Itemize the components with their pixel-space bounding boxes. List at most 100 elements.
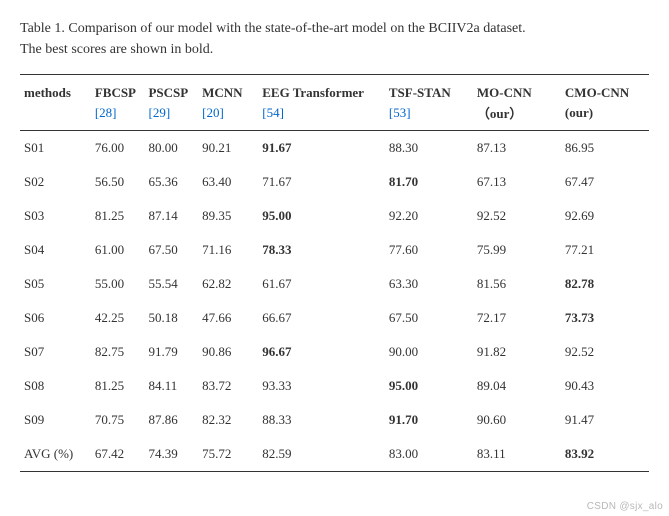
col-pscsp: PSCSP xyxy=(144,75,198,104)
cell: 92.52 xyxy=(473,199,561,233)
row-label: S01 xyxy=(20,131,91,166)
header-row: methods FBCSP PSCSP MCNN EEG Transformer… xyxy=(20,75,649,104)
cell: 65.36 xyxy=(144,165,198,199)
cell: 75.99 xyxy=(473,233,561,267)
cell: 71.16 xyxy=(198,233,258,267)
cell: 86.95 xyxy=(561,131,649,166)
cell: 81.25 xyxy=(91,369,145,403)
cell: 77.21 xyxy=(561,233,649,267)
cell: 81.25 xyxy=(91,199,145,233)
ref-mcnn[interactable]: [20] xyxy=(202,105,224,120)
table-row: S0256.5065.3663.4071.6781.7067.1367.47 xyxy=(20,165,649,199)
caption-line1: Comparison of our model with the state-o… xyxy=(68,21,525,36)
cell: 92.69 xyxy=(561,199,649,233)
table-row: S0881.2584.1183.7293.3395.0089.0490.43 xyxy=(20,369,649,403)
cell: 74.39 xyxy=(144,437,198,472)
row-label: AVG (%) xyxy=(20,437,91,472)
ref-empty xyxy=(20,103,91,131)
cell: 72.17 xyxy=(473,301,561,335)
cell: 67.42 xyxy=(91,437,145,472)
cell: 91.82 xyxy=(473,335,561,369)
cell: 77.60 xyxy=(385,233,473,267)
cell: 89.04 xyxy=(473,369,561,403)
cell: 91.67 xyxy=(258,131,385,166)
cell: 82.59 xyxy=(258,437,385,472)
cell: 80.00 xyxy=(144,131,198,166)
ref-cmocnn: (our) xyxy=(565,105,593,120)
cell: 73.73 xyxy=(561,301,649,335)
cell: 67.47 xyxy=(561,165,649,199)
cell: 78.33 xyxy=(258,233,385,267)
col-mcnn: MCNN xyxy=(198,75,258,104)
row-label: S03 xyxy=(20,199,91,233)
results-table: methods FBCSP PSCSP MCNN EEG Transformer… xyxy=(20,74,649,472)
cell: 87.14 xyxy=(144,199,198,233)
cell: 66.67 xyxy=(258,301,385,335)
cell: 70.75 xyxy=(91,403,145,437)
cell: 67.50 xyxy=(144,233,198,267)
cell: 82.78 xyxy=(561,267,649,301)
table-label: Table 1. xyxy=(20,21,65,36)
cell: 75.72 xyxy=(198,437,258,472)
cell: 61.67 xyxy=(258,267,385,301)
cell: 96.67 xyxy=(258,335,385,369)
ref-tsfstan[interactable]: [53] xyxy=(389,105,411,120)
table-figure: Table 1. Comparison of our model with th… xyxy=(0,0,669,516)
row-label: S06 xyxy=(20,301,91,335)
cell: 87.13 xyxy=(473,131,561,166)
table-row: S0970.7587.8682.3288.3391.7090.6091.47 xyxy=(20,403,649,437)
ref-pscsp[interactable]: [29] xyxy=(148,105,170,120)
cell: 76.00 xyxy=(91,131,145,166)
table-row: S0461.0067.5071.1678.3377.6075.9977.21 xyxy=(20,233,649,267)
cell: 83.11 xyxy=(473,437,561,472)
cell: 42.25 xyxy=(91,301,145,335)
table-row: AVG (%)67.4274.3975.7282.5983.0083.1183.… xyxy=(20,437,649,472)
cell: 81.70 xyxy=(385,165,473,199)
cell: 55.54 xyxy=(144,267,198,301)
cell: 87.86 xyxy=(144,403,198,437)
cell: 88.33 xyxy=(258,403,385,437)
cell: 92.52 xyxy=(561,335,649,369)
cell: 47.66 xyxy=(198,301,258,335)
cell: 90.60 xyxy=(473,403,561,437)
cell: 90.86 xyxy=(198,335,258,369)
ref-fbcsp[interactable]: [28] xyxy=(95,105,117,120)
table-row: S0782.7591.7990.8696.6790.0091.8292.52 xyxy=(20,335,649,369)
row-label: S05 xyxy=(20,267,91,301)
ref-eegtr[interactable]: [54] xyxy=(262,105,284,120)
cell: 91.79 xyxy=(144,335,198,369)
row-label: S08 xyxy=(20,369,91,403)
cell: 82.75 xyxy=(91,335,145,369)
cell: 95.00 xyxy=(385,369,473,403)
cell: 81.56 xyxy=(473,267,561,301)
cell: 61.00 xyxy=(91,233,145,267)
cell: 90.00 xyxy=(385,335,473,369)
table-row: S0381.2587.1489.3595.0092.2092.5292.69 xyxy=(20,199,649,233)
cell: 55.00 xyxy=(91,267,145,301)
cell: 67.13 xyxy=(473,165,561,199)
cell: 82.32 xyxy=(198,403,258,437)
caption-line2: The best scores are shown in bold. xyxy=(20,42,213,57)
cell: 95.00 xyxy=(258,199,385,233)
cell: 62.82 xyxy=(198,267,258,301)
cell: 89.35 xyxy=(198,199,258,233)
cell: 91.70 xyxy=(385,403,473,437)
cell: 56.50 xyxy=(91,165,145,199)
table-body: S0176.0080.0090.2191.6788.3087.1386.95S0… xyxy=(20,131,649,472)
cell: 92.20 xyxy=(385,199,473,233)
cell: 50.18 xyxy=(144,301,198,335)
row-label: S02 xyxy=(20,165,91,199)
cell: 63.40 xyxy=(198,165,258,199)
col-cmocnn: CMO-CNN xyxy=(561,75,649,104)
cell: 88.30 xyxy=(385,131,473,166)
row-label: S09 xyxy=(20,403,91,437)
table-row: S0176.0080.0090.2191.6788.3087.1386.95 xyxy=(20,131,649,166)
cell: 84.11 xyxy=(144,369,198,403)
table-caption: Table 1. Comparison of our model with th… xyxy=(20,18,649,60)
cell: 91.47 xyxy=(561,403,649,437)
cell: 90.43 xyxy=(561,369,649,403)
cell: 63.30 xyxy=(385,267,473,301)
watermark: CSDN @sjx_alo xyxy=(587,501,663,512)
cell: 67.50 xyxy=(385,301,473,335)
col-fbcsp: FBCSP xyxy=(91,75,145,104)
